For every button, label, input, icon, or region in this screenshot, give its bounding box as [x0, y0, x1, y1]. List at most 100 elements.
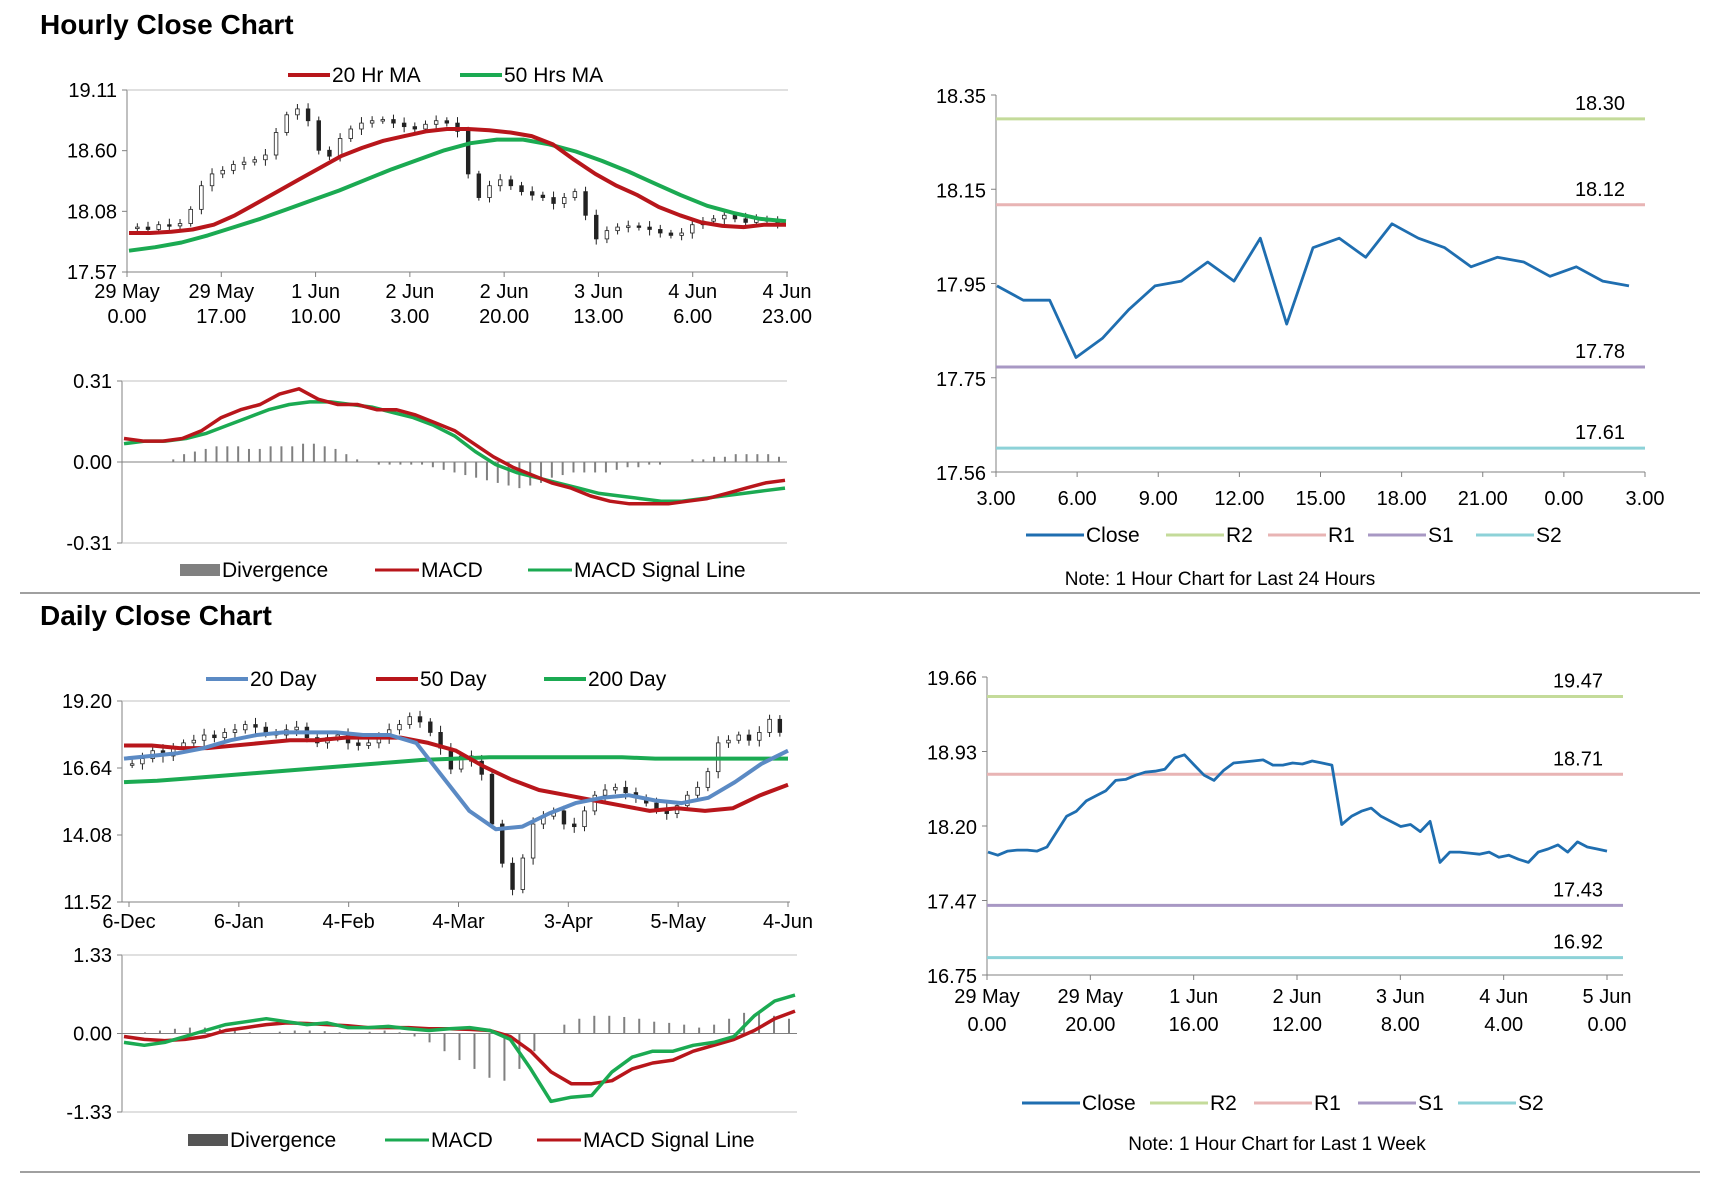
close-line — [987, 753, 1608, 864]
x-tick-label: 4-Feb — [323, 911, 375, 933]
legend-close-label: Close — [1086, 524, 1140, 547]
legend-close-label: Close — [1082, 1092, 1136, 1115]
ma20-line — [129, 127, 786, 235]
y-tick-label: 17.57 — [67, 262, 117, 284]
x-tick-label: 1 Jun — [1169, 986, 1218, 1008]
candle-body — [337, 138, 343, 157]
candle-body — [232, 729, 238, 733]
candle-body — [305, 108, 311, 122]
y-tick-label: 14.08 — [62, 825, 112, 847]
candle-body — [220, 169, 225, 175]
candle-body — [273, 132, 279, 156]
y-tick-label: 17.56 — [936, 463, 986, 485]
legend-divergence-swatch — [180, 564, 220, 576]
daily_macd-chart: 1.33 0.00 -1.33 Divergence MACD MACD Signal L… — [66, 945, 797, 1152]
x-tick-label: 0.00 — [1588, 1014, 1627, 1036]
candle-body — [284, 114, 289, 133]
legend-20hr-ma-label: 20 Hr MA — [332, 64, 421, 87]
x-tick-label: 2 Jun — [1273, 986, 1322, 1008]
candle-body — [423, 123, 428, 130]
close-line — [996, 222, 1630, 359]
candle-body — [177, 223, 183, 227]
y-tick-label: 18.60 — [67, 141, 117, 163]
candle-body — [397, 724, 402, 731]
candle-body — [711, 218, 716, 222]
y-tick-label: 17.47 — [927, 892, 977, 914]
x-tick-label: 3 Jun — [574, 281, 623, 303]
y-tick-label: 19.20 — [62, 691, 112, 713]
x-tick-label: 9.00 — [1139, 488, 1178, 510]
candle-body — [212, 734, 217, 739]
y-tick-label: 0.00 — [73, 452, 112, 474]
candle-body — [658, 229, 663, 234]
candle-body — [583, 191, 588, 216]
candle-body — [407, 716, 412, 725]
candle-body — [327, 149, 332, 157]
x-tick-label: 4.00 — [1484, 1014, 1523, 1036]
x-tick-label: 4 Jun — [1479, 986, 1528, 1008]
x-tick-label: 6-Jan — [214, 911, 264, 933]
legend-s2-label: S2 — [1518, 1092, 1544, 1115]
candle-body — [201, 734, 207, 741]
candle-body — [199, 185, 204, 210]
macd-line — [123, 387, 786, 506]
y-tick-label: 1.33 — [73, 945, 112, 967]
y-tick-label: 19.11 — [68, 80, 117, 102]
x-tick-label: 15.00 — [1295, 488, 1345, 510]
candle-body — [613, 786, 618, 791]
candle-body — [209, 173, 215, 187]
y-tick-label: 18.93 — [927, 743, 977, 765]
candle-body — [500, 823, 505, 864]
y-tick-label: 16.75 — [927, 966, 977, 988]
candle-body — [222, 732, 227, 739]
candle-body — [732, 214, 738, 220]
x-tick-label: 4 Jun — [668, 281, 717, 303]
legend-macd-label: MACD — [421, 559, 483, 582]
y-tick-label: 17.95 — [936, 275, 986, 297]
candle-body — [626, 225, 631, 228]
candle-body — [243, 724, 248, 731]
y-tick-label: -1.33 — [66, 1102, 112, 1124]
candle-body — [476, 173, 482, 198]
x-tick-label: 16.00 — [1169, 1014, 1219, 1036]
x-tick-label: 21.00 — [1458, 488, 1508, 510]
candle-body — [636, 225, 642, 228]
daily_1week-chart: 19.66 18.93 18.20 17.47 16.75 19.47 18.71 17.43… — [927, 668, 1632, 1155]
x-tick-label: 3.00 — [1626, 488, 1665, 510]
level-label-s2: 17.61 — [1575, 422, 1625, 444]
candle-body — [767, 718, 772, 733]
daily_price-chart: 19.20 16.64 14.08 11.526-Dec 6-Jan 4-Feb 4-Mar… — [62, 668, 813, 933]
candle-body — [594, 214, 599, 240]
x-tick-label: 5-May — [650, 911, 706, 933]
legend-s1-label: S1 — [1428, 524, 1454, 547]
candle-body — [167, 224, 172, 227]
level-label-s2: 16.92 — [1553, 932, 1603, 954]
candle-body — [572, 191, 578, 198]
candle-body — [401, 122, 407, 128]
y-tick-label: 0.31 — [73, 371, 112, 393]
candle-body — [604, 230, 610, 240]
candle-body — [743, 218, 748, 223]
candle-body — [623, 786, 628, 794]
x-tick-label: 0.00 — [1544, 488, 1583, 510]
candle-body — [433, 120, 439, 125]
x-tick-label: 13.00 — [573, 306, 623, 328]
candle-body — [156, 224, 161, 230]
candle-body — [348, 128, 353, 139]
candle-body — [540, 194, 546, 198]
hourly_24h-chart: 18.35 18.15 17.95 17.75 17.56 18.30 18.12 17.78… — [936, 86, 1665, 590]
candle-body — [359, 122, 364, 130]
x-tick-label: 20.00 — [1065, 1014, 1115, 1036]
x-tick-label: 29 May — [94, 281, 160, 303]
candle-body — [458, 755, 464, 770]
candle-body — [757, 732, 762, 741]
candle-body — [519, 185, 524, 193]
candle-body — [356, 742, 361, 746]
candle-body — [428, 721, 433, 733]
candle-body — [294, 726, 299, 731]
x-tick-label: 4 Jun — [763, 281, 812, 303]
legend-divergence-swatch — [188, 1134, 228, 1146]
candle-body — [366, 742, 371, 746]
legend-macd-signal-label: MACD Signal Line — [574, 559, 746, 582]
